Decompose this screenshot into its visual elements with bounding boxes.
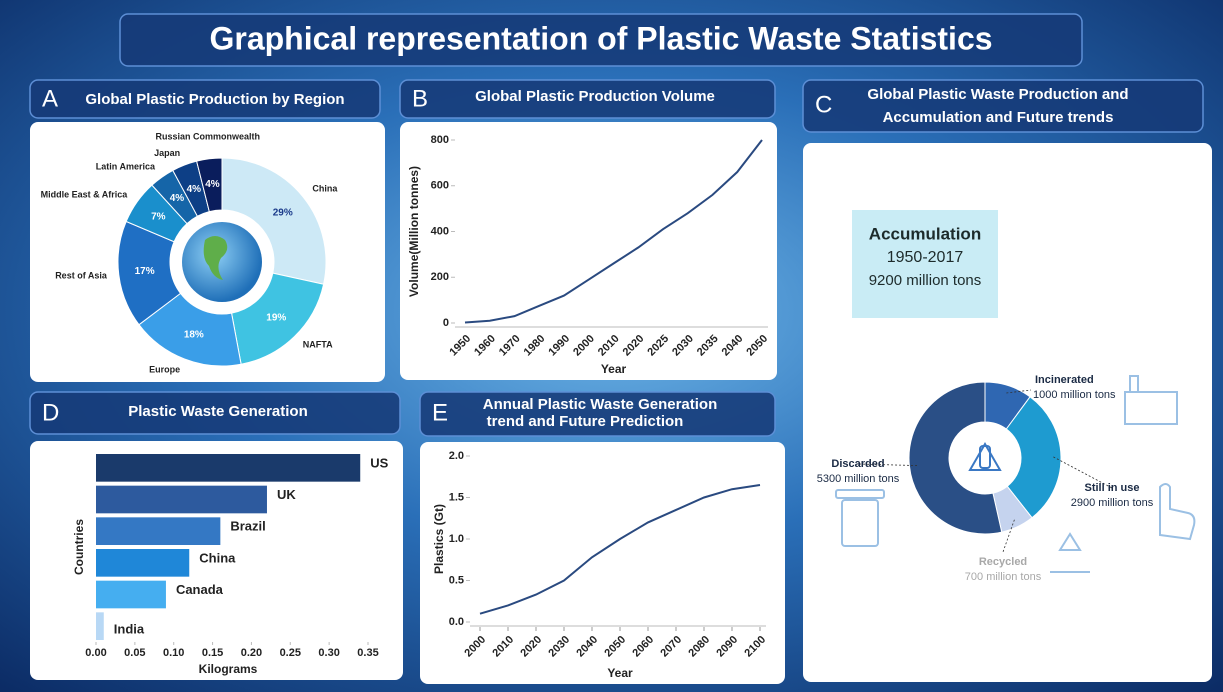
value-label: 17% — [135, 266, 155, 277]
x-tick-label: 0.15 — [202, 647, 223, 659]
category-label: Middle East & Africa — [41, 189, 129, 199]
recycle-center — [951, 424, 1019, 492]
x-tick-label: 0.10 — [163, 647, 184, 659]
value-label: 4% — [170, 193, 185, 204]
bar — [96, 549, 189, 577]
panel-letter: B — [412, 85, 428, 112]
panel-letter: C — [815, 91, 832, 118]
category-label: UK — [277, 487, 296, 502]
x-tick-label: 0.05 — [124, 647, 145, 659]
y-tick-label: 0.0 — [449, 616, 464, 628]
panel-letter: D — [42, 399, 59, 426]
bar — [96, 454, 360, 482]
y-axis-label: Plastics (Gt) — [432, 504, 446, 574]
value-label: 29% — [273, 208, 293, 219]
panel-title: Global Plastic Waste Production and — [867, 86, 1128, 103]
category-label: Japan — [154, 148, 180, 158]
value-label: 19% — [266, 313, 286, 324]
x-tick-label: 0.30 — [318, 647, 339, 659]
category-label: China — [199, 550, 236, 565]
value-label: 4% — [205, 179, 220, 190]
annotation-total: 9200 million tons — [869, 272, 982, 289]
category-label: Incinerated — [1035, 374, 1094, 386]
panel-title: Plastic Waste Generation — [128, 403, 308, 420]
y-tick-label: 400 — [431, 225, 449, 237]
category-label: Canada — [176, 582, 224, 597]
category-label: US — [370, 455, 388, 470]
category-label: Rest of Asia — [55, 271, 108, 281]
category-label: Discarded — [831, 458, 884, 470]
x-axis-label: Year — [601, 362, 627, 376]
category-label: India — [114, 622, 145, 637]
y-tick-label: 1.0 — [449, 533, 464, 545]
x-tick-label: 0.20 — [241, 647, 262, 659]
value-label: 18% — [184, 329, 204, 340]
x-axis-label: Year — [607, 666, 633, 680]
x-tick-label: 0.35 — [357, 647, 378, 659]
panel-title: Global Plastic Production by Region — [85, 91, 344, 108]
category-label: Brazil — [230, 519, 265, 534]
bar — [96, 517, 220, 545]
annotation-heading: Accumulation — [869, 224, 981, 243]
x-tick-label: 0.00 — [85, 647, 106, 659]
category-label: NAFTA — [303, 340, 333, 350]
panel-title: trend and Future Prediction — [487, 413, 684, 430]
y-tick-label: 800 — [431, 134, 449, 146]
value-label: 700 million tons — [965, 571, 1042, 583]
y-tick-label: 2.0 — [449, 450, 464, 462]
category-label: Latin America — [96, 162, 156, 172]
x-tick-label: 0.25 — [280, 647, 301, 659]
y-tick-label: 1.5 — [449, 491, 464, 503]
infographic: Graphical representation of Plastic Wast… — [0, 0, 1223, 692]
panel-letter: A — [42, 85, 58, 112]
x-axis-label: Kilograms — [199, 662, 258, 676]
panel-letter: E — [432, 399, 448, 426]
y-axis-label: Volume(Million tonnes) — [407, 166, 421, 297]
value-label: 5300 million tons — [817, 473, 900, 485]
value-label: 7% — [151, 212, 166, 223]
value-label: 2900 million tons — [1071, 497, 1154, 509]
bar — [96, 581, 166, 609]
value-label: 4% — [187, 184, 202, 195]
page-title: Graphical representation of Plastic Wast… — [209, 20, 992, 56]
category-label: Russian Commonwealth — [155, 131, 260, 141]
category-label: Still in use — [1084, 482, 1139, 494]
category-label: Europe — [149, 365, 180, 375]
panel-title: Annual Plastic Waste Generation — [483, 396, 718, 413]
y-tick-label: 600 — [431, 180, 449, 192]
bar — [96, 612, 104, 640]
panel-title: Accumulation and Future trends — [883, 109, 1114, 126]
category-label: China — [312, 184, 338, 194]
y-tick-label: 0 — [443, 317, 449, 329]
globe-icon — [182, 222, 262, 302]
y-axis-label: Countries — [72, 519, 86, 575]
category-label: Recycled — [979, 556, 1027, 568]
panel-title: Global Plastic Production Volume — [475, 88, 715, 105]
y-tick-label: 200 — [431, 271, 449, 283]
bar — [96, 486, 267, 514]
y-tick-label: 0.5 — [449, 574, 464, 586]
value-label: 1000 million tons — [1033, 389, 1116, 401]
annotation-period: 1950-2017 — [887, 249, 964, 266]
